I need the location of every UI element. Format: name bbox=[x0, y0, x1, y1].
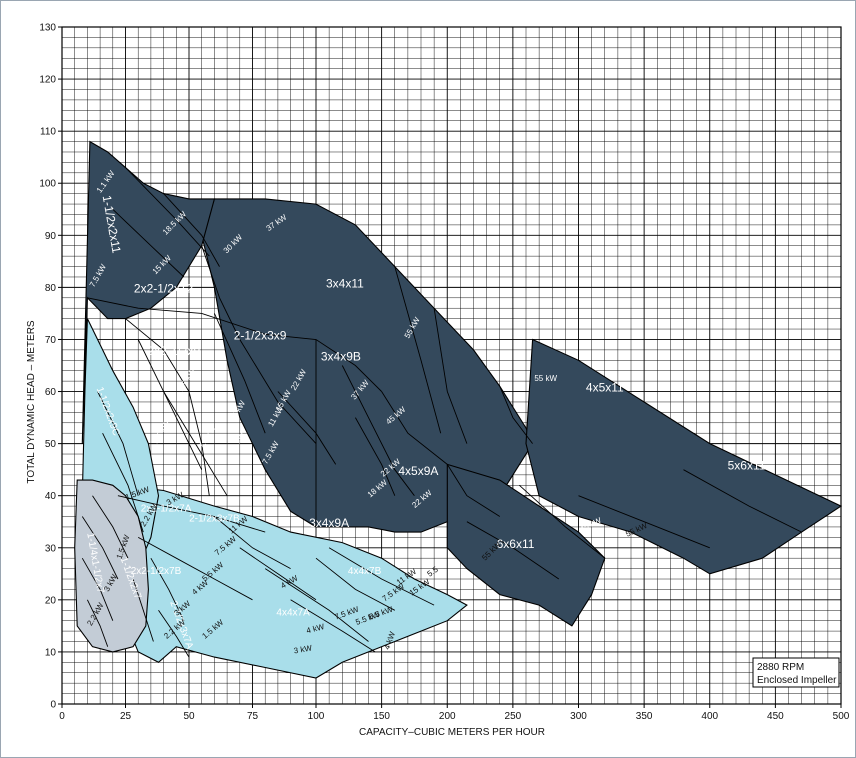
curve-segment bbox=[239, 339, 317, 444]
curve-segment bbox=[290, 599, 376, 653]
curve-segment bbox=[519, 484, 606, 559]
plot-border bbox=[61, 26, 842, 705]
curve-segment bbox=[163, 193, 220, 267]
curve-segment bbox=[97, 391, 139, 496]
curve-segment bbox=[683, 469, 802, 533]
curve-segment bbox=[137, 537, 253, 601]
curve-segment bbox=[315, 557, 396, 611]
curve-segment bbox=[163, 391, 228, 496]
x-tick-label: 150 bbox=[373, 711, 390, 722]
x-tick-label: 350 bbox=[636, 711, 653, 722]
curve-segment bbox=[81, 557, 114, 621]
region-3x4x11 bbox=[201, 198, 534, 533]
region-light-lower bbox=[117, 484, 468, 679]
pump-label-3x4x9B: 3x4x9B bbox=[321, 349, 361, 363]
x-tick-label: 100 bbox=[308, 711, 325, 722]
curve-segment bbox=[125, 318, 210, 496]
pump-label-5x6x11: 5x6x11 bbox=[728, 459, 766, 473]
y-tick-label: 70 bbox=[45, 335, 57, 346]
curve-segment bbox=[92, 495, 129, 559]
rpm-note: 2880 RPM Enclosed Impeller bbox=[752, 657, 840, 688]
y-tick-label: 130 bbox=[39, 23, 56, 34]
curve-segment bbox=[158, 610, 190, 658]
y-tick-label: 0 bbox=[50, 700, 56, 711]
y-tick-label: 30 bbox=[45, 543, 57, 554]
y-tick-label: 90 bbox=[45, 231, 57, 242]
curve-segment bbox=[214, 516, 291, 569]
curve-segment bbox=[150, 557, 185, 621]
pump-label-3x4x11: 3x4x11 bbox=[326, 276, 364, 290]
curve-segment bbox=[112, 208, 185, 278]
curve-segment bbox=[341, 365, 415, 496]
y-tick-label: 60 bbox=[45, 387, 57, 398]
y-tick-label: 110 bbox=[40, 127, 56, 138]
curve-segment bbox=[466, 521, 560, 580]
x-tick-label: 200 bbox=[439, 711, 456, 722]
y-tick-label: 50 bbox=[45, 439, 57, 450]
curve-segment bbox=[132, 578, 154, 642]
y-tick-label: 80 bbox=[45, 283, 57, 294]
x-tick-label: 250 bbox=[505, 711, 522, 722]
axes: 0 10 20 30 40 50 60 70 80 90 100 110 120 130 0 25 50 75 10… bbox=[39, 23, 849, 723]
x-tick-label: 450 bbox=[767, 711, 784, 722]
curve-segment bbox=[277, 391, 337, 465]
curve-segment bbox=[578, 495, 710, 549]
pump-label-2-1-2x3x7B: 2-1/2x3x7B bbox=[189, 514, 240, 525]
curve-segment bbox=[381, 391, 448, 465]
rpm-note-line1: 2880 RPM bbox=[757, 662, 804, 673]
x-tick-label: 75 bbox=[247, 711, 259, 722]
pump-label-4x4x7B: 4x4x7B bbox=[348, 566, 382, 577]
curve-segment bbox=[125, 167, 210, 257]
pump-label-4x5x11: 4x5x11 bbox=[586, 381, 624, 395]
curve-segment bbox=[328, 547, 435, 606]
curve-segment bbox=[117, 495, 266, 533]
curve-segment bbox=[394, 266, 442, 434]
curve-segment bbox=[87, 297, 266, 335]
pump-label-2x2-1-2x7A: 2x2-1/2x7A bbox=[141, 503, 192, 514]
curve-segment bbox=[265, 333, 382, 392]
power-label: 3 kW bbox=[293, 643, 313, 655]
pump-regions bbox=[74, 140, 843, 679]
curve-segment bbox=[264, 568, 369, 642]
pump-label-2x2-1-2x9: 2x2-1/2x9 bbox=[147, 344, 200, 358]
y-tick-label: 40 bbox=[45, 491, 57, 502]
y-axis-label: TOTAL DYNAMIC HEAD – METERS bbox=[26, 320, 37, 484]
pump-label-3x4x9A: 3x4x9A bbox=[309, 516, 349, 530]
curve-segment bbox=[433, 308, 468, 444]
power-label: 55 kW bbox=[534, 374, 557, 383]
curve-segment bbox=[86, 599, 109, 647]
y-tick-label: 100 bbox=[39, 179, 56, 190]
x-axis-label: CAPACITY–CUBIC METERS PER HOUR bbox=[359, 727, 545, 738]
curve-segment bbox=[201, 245, 241, 340]
y-tick-label: 10 bbox=[45, 647, 57, 658]
region-6x6x11 bbox=[446, 463, 606, 627]
pump-label-2-1-2x3x9: 2-1/2x3x9 bbox=[234, 329, 287, 343]
y-tick-label: 20 bbox=[45, 595, 57, 606]
curve-segment bbox=[81, 516, 119, 580]
y-tick-label: 120 bbox=[39, 75, 56, 86]
pump-label-4x4x7A: 4x4x7A bbox=[276, 608, 310, 619]
curve-segment bbox=[239, 547, 317, 601]
pump-label-2x2-1-2x7B: 2x2-1/2x7B bbox=[131, 566, 182, 577]
x-tick-label: 25 bbox=[120, 711, 132, 722]
region-1-1-2x2x11 bbox=[81, 140, 216, 444]
x-tick-label: 0 bbox=[59, 711, 65, 722]
x-tick-label: 500 bbox=[833, 711, 850, 722]
rpm-note-line2: Enclosed Impeller bbox=[757, 675, 837, 686]
curve-segment bbox=[355, 417, 396, 496]
curve-segment bbox=[102, 433, 144, 533]
x-tick-label: 300 bbox=[570, 711, 587, 722]
power-curves bbox=[81, 167, 802, 658]
curve-segment bbox=[446, 464, 501, 517]
curve-segment bbox=[137, 339, 203, 470]
region-4x5x11 bbox=[525, 338, 843, 575]
pump-label-6x6x11: 6x6x11 bbox=[497, 537, 535, 551]
curve-segment bbox=[213, 313, 266, 434]
pump-label-4x5x9A: 4x5x9A bbox=[398, 464, 438, 478]
x-tick-label: 400 bbox=[701, 711, 718, 722]
curve-segment bbox=[499, 386, 533, 444]
x-tick-label: 50 bbox=[183, 711, 195, 722]
pump-label-2x2-1-2x12: 2x2-1/2x12 bbox=[134, 282, 194, 296]
